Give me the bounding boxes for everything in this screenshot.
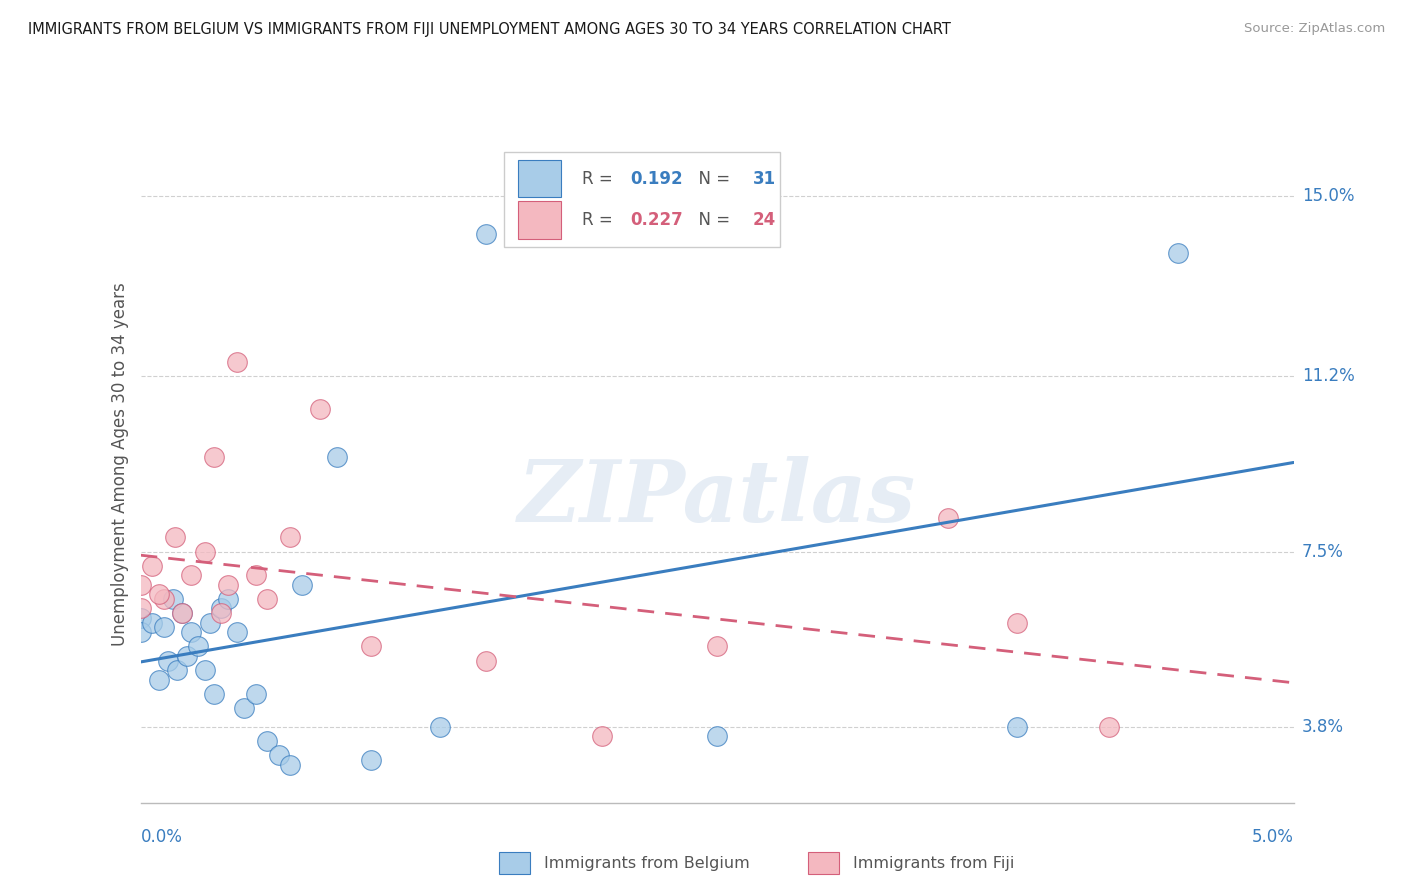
Text: R =: R = — [582, 211, 619, 229]
Point — [194, 544, 217, 558]
Point — [475, 227, 498, 241]
Point — [152, 591, 174, 606]
Text: N =: N = — [689, 211, 735, 229]
Text: ZIPatlas: ZIPatlas — [517, 456, 917, 540]
Point — [280, 530, 302, 544]
Point — [129, 578, 152, 592]
Point — [217, 591, 239, 606]
Point — [180, 625, 202, 640]
Point — [309, 402, 332, 417]
Text: 15.0%: 15.0% — [1302, 187, 1354, 205]
Point — [209, 606, 232, 620]
Text: N =: N = — [689, 169, 735, 188]
Point — [141, 615, 163, 630]
Point — [256, 591, 278, 606]
Point — [152, 620, 174, 634]
Point — [202, 450, 225, 464]
Point — [1005, 615, 1028, 630]
Point — [129, 625, 152, 640]
Point — [226, 625, 249, 640]
Point — [280, 757, 302, 772]
Text: 0.0%: 0.0% — [141, 828, 183, 846]
Text: 0.192: 0.192 — [630, 169, 683, 188]
FancyBboxPatch shape — [517, 202, 561, 239]
Point — [165, 530, 187, 544]
Point — [233, 701, 256, 715]
Text: 3.8%: 3.8% — [1302, 718, 1344, 736]
Text: IMMIGRANTS FROM BELGIUM VS IMMIGRANTS FROM FIJI UNEMPLOYMENT AMONG AGES 30 TO 34: IMMIGRANTS FROM BELGIUM VS IMMIGRANTS FR… — [28, 22, 950, 37]
Point — [141, 558, 163, 573]
Point — [267, 748, 290, 763]
Text: Source: ZipAtlas.com: Source: ZipAtlas.com — [1244, 22, 1385, 36]
Point — [291, 578, 314, 592]
Point — [202, 687, 225, 701]
Point — [429, 720, 451, 734]
Point — [1005, 720, 1028, 734]
Point — [162, 591, 184, 606]
Point — [187, 640, 209, 654]
Point — [226, 355, 249, 369]
Text: Immigrants from Belgium: Immigrants from Belgium — [544, 856, 749, 871]
Text: 24: 24 — [752, 211, 776, 229]
Point — [1167, 245, 1189, 260]
Point — [148, 587, 170, 601]
Y-axis label: Unemployment Among Ages 30 to 34 years: Unemployment Among Ages 30 to 34 years — [111, 282, 129, 646]
Text: 11.2%: 11.2% — [1302, 368, 1354, 385]
Point — [172, 606, 194, 620]
Text: 7.5%: 7.5% — [1302, 542, 1344, 560]
Point — [180, 568, 202, 582]
Point — [172, 606, 194, 620]
Point — [706, 640, 728, 654]
Point — [936, 511, 959, 525]
FancyBboxPatch shape — [517, 161, 561, 197]
Text: 5.0%: 5.0% — [1251, 828, 1294, 846]
Text: Immigrants from Fiji: Immigrants from Fiji — [853, 856, 1015, 871]
Point — [360, 753, 382, 767]
Text: 31: 31 — [752, 169, 776, 188]
Point — [706, 730, 728, 744]
Point — [176, 648, 198, 663]
Point — [591, 730, 613, 744]
Point — [1098, 720, 1121, 734]
Text: R =: R = — [582, 169, 619, 188]
Point — [129, 611, 152, 625]
Point — [129, 601, 152, 615]
Point — [209, 601, 232, 615]
FancyBboxPatch shape — [503, 152, 780, 247]
Point — [245, 687, 267, 701]
Point — [217, 578, 239, 592]
Point — [245, 568, 267, 582]
Point — [475, 654, 498, 668]
Point — [194, 663, 217, 677]
Point — [157, 654, 180, 668]
Point — [256, 734, 278, 748]
Point — [360, 640, 382, 654]
Point — [166, 663, 188, 677]
Text: 0.227: 0.227 — [630, 211, 683, 229]
Point — [325, 450, 347, 464]
Point — [148, 673, 170, 687]
Point — [198, 615, 221, 630]
